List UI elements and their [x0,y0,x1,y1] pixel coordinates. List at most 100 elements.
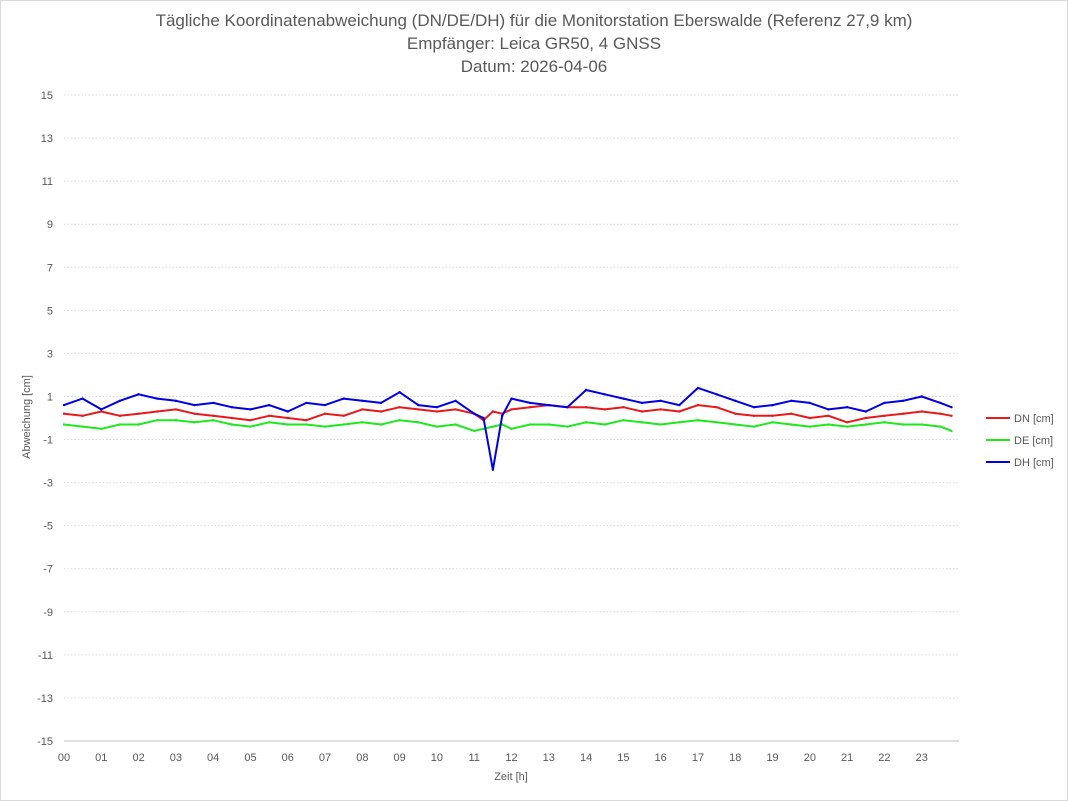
y-tick-label: -15 [37,736,53,748]
y-tick-label: 7 [47,262,53,274]
x-tick-label: 04 [207,752,219,764]
data-point [640,421,644,424]
data-point [454,408,457,411]
series-line-3 [63,386,952,471]
data-point [81,397,84,400]
y-tick-label: 11 [42,176,53,188]
data-point [193,421,196,424]
data-point [752,414,756,417]
data-point [752,425,756,428]
data-point [267,421,271,424]
x-tick-label: 17 [692,752,704,764]
data-point [864,410,867,413]
data-point [379,410,383,413]
data-point [752,406,756,409]
x-tick-label: 09 [394,752,406,764]
x-tick-label: 20 [804,752,816,764]
data-point [920,410,923,413]
data-point [118,399,122,402]
data-point [715,393,718,396]
data-point [323,412,327,415]
data-point [678,403,681,407]
data-point [950,429,953,433]
data-point [901,423,905,426]
data-point [379,401,383,405]
data-point [62,423,66,426]
data-point [510,397,513,400]
data-point [156,397,159,400]
data-point [845,425,849,428]
data-point [417,421,420,424]
data-point [286,410,289,413]
data-point [212,401,215,405]
data-point [864,416,867,420]
data-point [827,423,830,426]
data-point [659,423,662,426]
data-point [398,391,401,394]
data-point [528,401,532,405]
data-point [883,414,886,417]
data-point [323,425,327,428]
data-point [547,423,550,426]
data-point [622,406,625,409]
data-point [118,423,122,426]
data-point [473,429,476,433]
data-series [62,386,953,471]
data-point [286,416,289,420]
data-point [528,406,532,409]
data-point [482,427,485,430]
data-point [417,403,420,407]
data-point [901,399,905,402]
data-point [137,423,140,426]
data-point [305,401,308,405]
data-point [491,468,495,471]
legend-label: DE [cm] [1014,435,1053,447]
data-point [361,408,364,411]
data-point [100,427,103,430]
x-tick-label: 14 [580,752,592,764]
data-point [212,419,215,422]
x-tick-label: 02 [132,752,144,764]
data-point [249,408,252,411]
data-point [193,403,196,407]
chart-title-line-3: Datum: 2026-04-06 [460,57,608,76]
data-point [603,408,606,411]
x-tick-label: 07 [319,752,331,764]
y-axis-title: Abweichung [cm] [21,375,33,459]
data-point [118,414,122,417]
data-point [696,403,700,407]
data-point [640,410,644,413]
legend-label: DN [cm] [1014,413,1054,425]
y-tick-label: 5 [47,305,53,317]
x-tick-label: 10 [431,752,443,764]
data-point [678,421,681,424]
data-point [342,414,345,417]
data-point [939,401,942,405]
x-tick-label: 19 [766,752,778,764]
x-tick-label: 08 [356,752,368,764]
data-point [230,406,233,409]
data-point [584,406,588,409]
data-point [454,423,457,426]
data-point [771,421,774,424]
data-point [342,397,345,400]
grid-lines [64,94,959,699]
data-point [230,423,233,426]
x-axis-title: Zeit [h] [494,771,528,783]
data-point [267,414,271,417]
data-point [845,406,849,409]
data-point [62,403,66,407]
data-point [939,425,942,428]
y-tick-label: 3 [47,348,53,360]
data-point [342,423,345,426]
data-point [771,403,774,407]
data-point [435,410,439,413]
y-tick-label: -11 [38,650,53,662]
x-tick-label: 12 [505,752,517,764]
data-point [417,408,420,411]
series-line-1 [63,404,952,424]
data-point [696,386,700,390]
data-point [950,414,953,417]
data-point [305,423,308,426]
